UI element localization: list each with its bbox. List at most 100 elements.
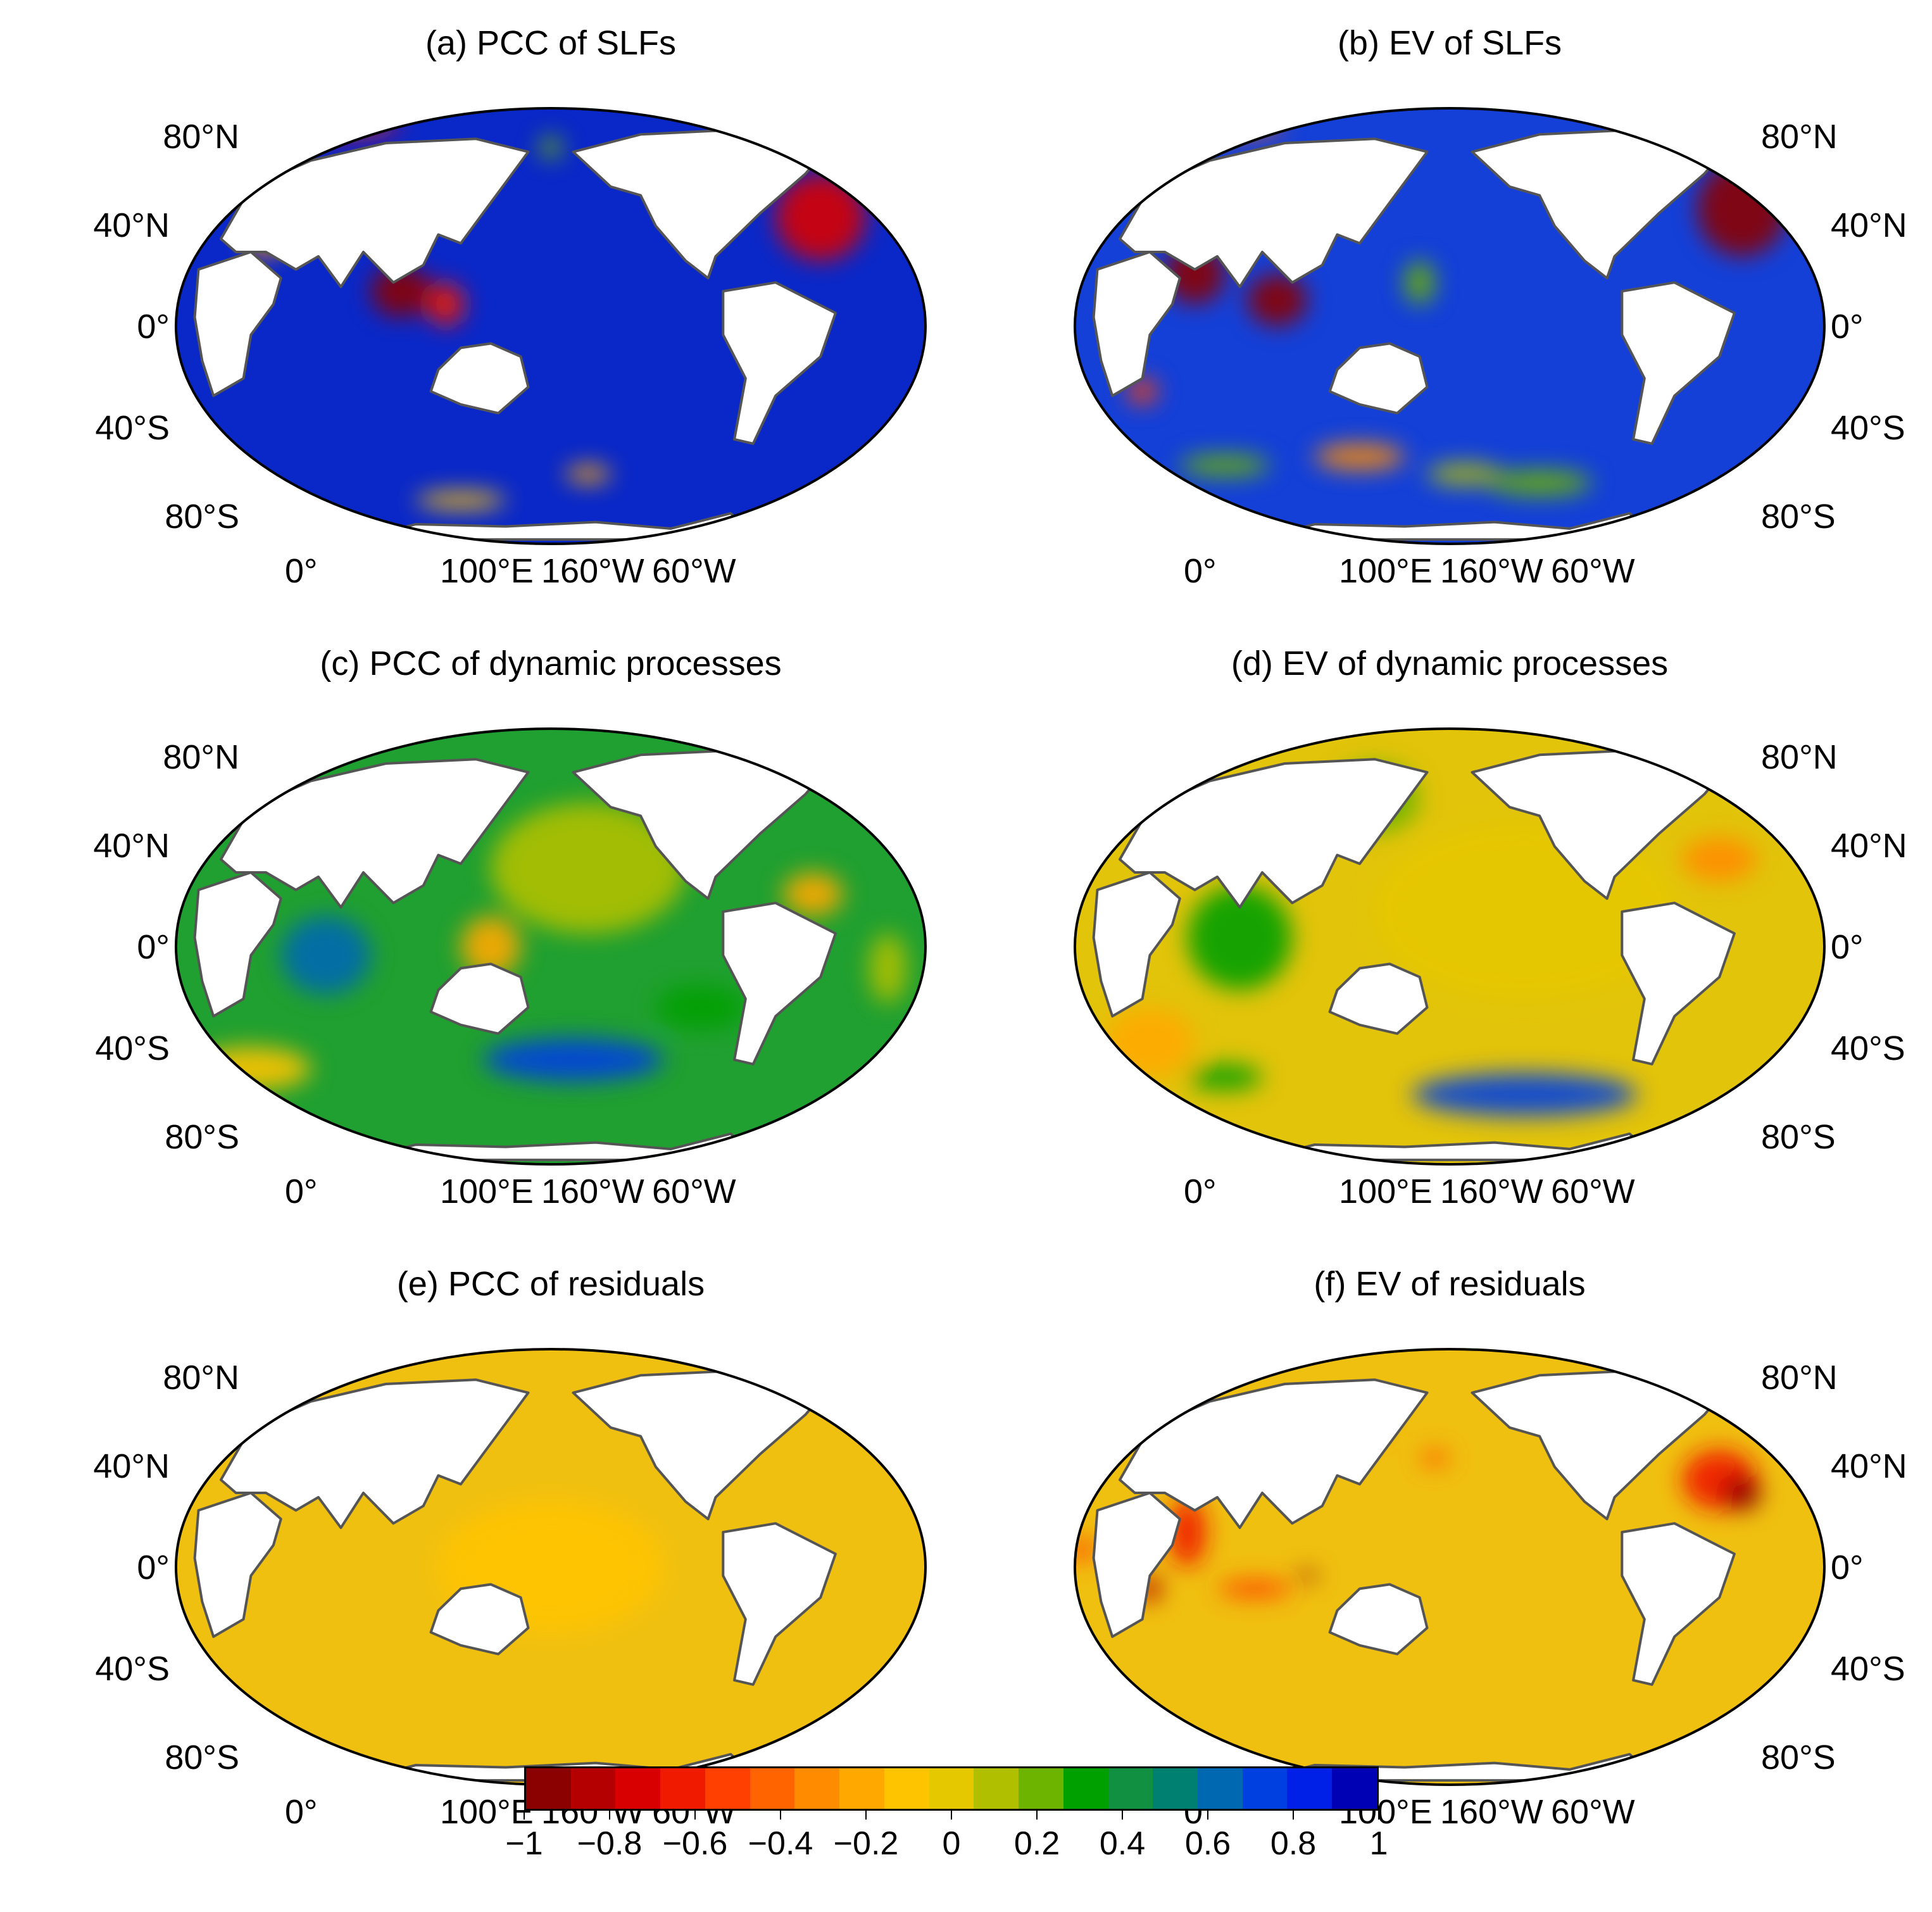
anomaly-region: [1187, 885, 1293, 990]
lon-label: 60°W: [1551, 552, 1635, 590]
map-border: [175, 107, 927, 545]
anomaly-region: [1404, 260, 1435, 305]
lat-label: 80°S: [165, 498, 239, 536]
lat-label: 40°S: [1831, 1029, 1905, 1067]
map-panel-f: (f) EV of residuals 80°N 40°N 0° 40°S 80°S 0° 1…: [988, 1265, 1912, 1833]
colorbar-tick: [1207, 1811, 1208, 1820]
landmass-greenland: [796, 1356, 860, 1399]
anomaly-region: [483, 1038, 663, 1082]
colorbar-segment: [884, 1768, 929, 1809]
map-panel-b: (b) EV of SLFs 80°N 40°N 0° 40°S 80°S 0° 100°E 1…: [988, 24, 1912, 592]
lat-label: 80°N: [1761, 118, 1838, 156]
anomaly-region: [655, 985, 746, 1029]
panel-title: (a) PCC of SLFs: [425, 24, 677, 62]
lon-label: 60°W: [1551, 1173, 1635, 1211]
colorbar-segment: [1287, 1768, 1333, 1809]
colorbar-segment: [1198, 1768, 1243, 1809]
panel-title: (d) EV of dynamic processes: [1231, 645, 1669, 682]
anomaly-region: [415, 491, 506, 509]
colorbar-tick: [865, 1811, 867, 1820]
landmass-s_america: [722, 1522, 837, 1686]
lon-label: 100°E: [1339, 552, 1433, 590]
lat-label: 80°N: [163, 738, 239, 776]
lat-label: 80°S: [1761, 1739, 1836, 1777]
anomaly-region: [869, 933, 907, 1003]
landmass-greenland: [1695, 1356, 1759, 1399]
colorbar-segment: [1332, 1768, 1377, 1809]
lat-label: 40°N: [93, 827, 170, 865]
lon-label: 0°: [1184, 552, 1217, 590]
anomaly-region: [191, 1047, 311, 1091]
map-border: [1074, 107, 1826, 545]
landmass-africa: [1092, 871, 1181, 1018]
map-panel-e: (e) PCC of residuals 80°N 40°N 0° 40°S 80°S 0°…: [89, 1265, 1013, 1833]
landmass-australia: [429, 962, 530, 1035]
colorbar-tick-label: −0.6: [662, 1825, 728, 1862]
colorbar-tick-label: 0.8: [1270, 1825, 1317, 1862]
lat-label: 80°N: [1761, 738, 1838, 776]
landmass-eurasia: [1119, 137, 1429, 289]
colorbar-tick-label: 1: [1369, 1825, 1388, 1862]
anomaly-region: [460, 915, 521, 978]
anomaly-region: [1217, 1580, 1293, 1598]
lat-label: 40°N: [1831, 1447, 1907, 1485]
lat-label: 80°N: [163, 118, 239, 156]
panel-title: (b) EV of SLFs: [1337, 24, 1562, 62]
lat-label: 0°: [137, 1549, 170, 1587]
lat-label: 40°S: [1831, 409, 1905, 447]
map-panel-d: (d) EV of dynamic processes 80°N 40°N 0° 40°…: [988, 645, 1912, 1212]
colorbar-tick: [694, 1811, 696, 1820]
landmass-eurasia: [220, 758, 530, 909]
anomaly-region: [539, 136, 562, 159]
lat-label: 80°S: [1761, 498, 1836, 536]
colorbar-segment: [526, 1768, 571, 1809]
landmass-australia: [1328, 342, 1429, 415]
lon-label: 100°E: [1339, 1173, 1433, 1211]
colorbar-tick-label: −0.4: [748, 1825, 813, 1862]
anomaly-region: [1127, 378, 1158, 405]
landmass-africa: [193, 871, 282, 1018]
anomaly-region: [1296, 1571, 1319, 1580]
lon-label: 0°: [285, 1173, 318, 1211]
panel-title: (e) PCC of residuals: [396, 1265, 705, 1303]
landmass-s_america: [1621, 902, 1736, 1066]
lat-label: 80°S: [1761, 1118, 1836, 1156]
lat-label: 40°S: [95, 409, 170, 447]
colorbar-segment: [1063, 1768, 1108, 1809]
colorbar-tick-label: 0.2: [1013, 1825, 1060, 1862]
anomaly-region: [1412, 1072, 1637, 1117]
colorbar-tick: [609, 1811, 610, 1820]
colorbar-segment: [615, 1768, 661, 1809]
colorbar: −1 −0.8 −0.6 −0.4 −0.2 0 0.2 0.4 0.6 0.8 1: [505, 1766, 1388, 1912]
landmass-greenland: [796, 115, 860, 158]
colorbar-segment: [1153, 1768, 1198, 1809]
colorbar-segment: [794, 1768, 840, 1809]
colorbar-segment: [570, 1768, 616, 1809]
colorbar-tick: [1122, 1811, 1123, 1820]
landmass-eurasia: [220, 137, 530, 289]
lat-label: 0°: [1831, 308, 1864, 346]
colorbar-tick: [1036, 1811, 1038, 1820]
anomaly-region: [1682, 838, 1757, 881]
anomaly-region: [280, 915, 371, 995]
lat-label: 80°S: [165, 1118, 239, 1156]
lat-label: 40°N: [93, 206, 170, 244]
anomaly-region: [1247, 274, 1308, 326]
colorbar-tick: [780, 1811, 781, 1820]
landmass-s_america: [722, 281, 837, 445]
anomaly-region: [1723, 1475, 1761, 1511]
map-c: [175, 727, 927, 1166]
anomaly-region: [1427, 463, 1502, 486]
anomaly-region: [1314, 443, 1405, 470]
anomaly-region: [1487, 470, 1592, 496]
lat-label: 0°: [137, 928, 170, 966]
colorbar-tick-label: −0.2: [833, 1825, 899, 1862]
map-panel-c: (c) PCC of dynamic processes 80°N 40°N 0° 40…: [89, 645, 1013, 1212]
colorbar-tick: [524, 1811, 525, 1820]
landmass-africa: [193, 1492, 282, 1638]
landmass-s_america: [722, 902, 837, 1066]
landmass-greenland: [796, 736, 860, 778]
lat-label: 80°S: [165, 1739, 239, 1777]
lat-label: 40°N: [1831, 206, 1907, 244]
lon-label: 100°E: [440, 1793, 534, 1831]
